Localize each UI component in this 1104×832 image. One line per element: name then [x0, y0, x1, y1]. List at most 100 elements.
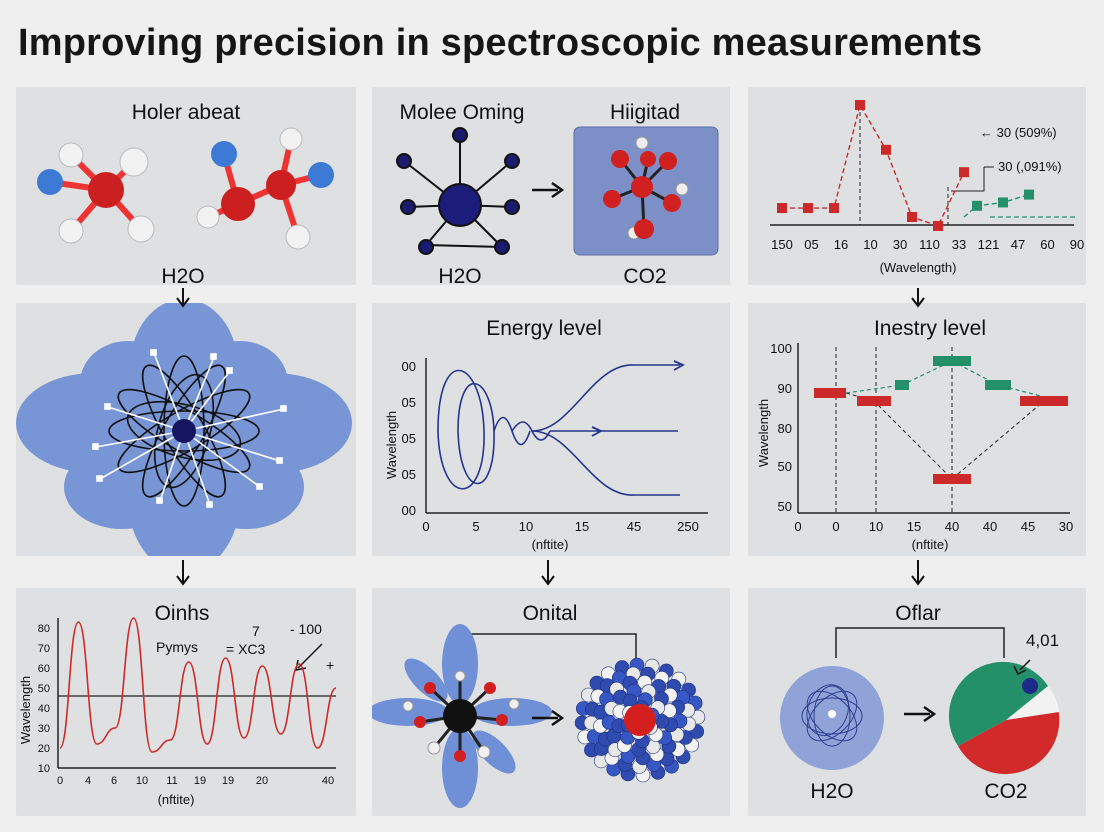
y-tick-label: 50	[38, 683, 50, 695]
x-tick-label: 40	[983, 519, 997, 534]
y-tick-label: 80	[38, 623, 50, 635]
data-point-red	[933, 220, 943, 231]
central-atom-model	[396, 127, 520, 255]
x-axis-label: (nftite)	[158, 792, 195, 807]
data-bar-teal	[895, 380, 909, 390]
x-tick-label: 10	[136, 775, 148, 787]
x-tick-label: 4	[85, 775, 91, 787]
panel-onital: Onital	[372, 588, 730, 816]
chart-title: Energy level	[486, 317, 602, 340]
down-arrow-head	[911, 575, 925, 586]
y-tick-label: 50	[778, 459, 792, 474]
data-point-teal	[972, 200, 982, 211]
molecule-left	[37, 142, 155, 244]
chart-note: Pymys	[156, 639, 198, 655]
x-tick-label: 250	[677, 519, 699, 534]
y-tick-label: 05	[402, 467, 416, 482]
y-axis-label: Wavelength	[384, 411, 399, 479]
panel-inestry-level: Inestry level Wavelength 100 90 80 50 50 0 0 1…	[748, 303, 1086, 556]
chart-note: 7	[252, 623, 260, 639]
atom-cluster	[574, 657, 706, 783]
x-tick-label: 16	[834, 237, 848, 252]
y-tick-label: 40	[38, 703, 50, 715]
flower-petals	[16, 303, 352, 556]
wavelength-chart: ← 30 (509%) 30 (,091%) 150 05 16 10 30 110 33 1…	[770, 100, 1084, 275]
cluster-core	[624, 704, 656, 736]
nucleus	[172, 419, 196, 443]
x-tick-label: 45	[1021, 519, 1035, 534]
x-tick-label: 90	[1070, 237, 1084, 252]
y-axis-label: Wavelength	[756, 399, 771, 467]
molecule-right	[196, 127, 334, 250]
x-tick-label: 19	[222, 775, 234, 787]
x-tick-label: 30	[893, 237, 907, 252]
y-axis-label: Wavelength	[18, 676, 33, 744]
annotation-arrow	[1019, 659, 1031, 671]
orbit-scribble	[801, 684, 863, 747]
data-point-red	[829, 203, 839, 214]
panel-energy-level: Energy level Wavelength 00 05 05 05 00 0 5 10 1…	[372, 303, 730, 556]
panel-caption-2: CO2	[623, 265, 666, 285]
panel-oscillation: Oinhs Pymys 7 = XC3 - 100 + Wavelength 8…	[16, 588, 356, 816]
data-point-red	[881, 144, 891, 155]
x-tick-label: 45	[627, 519, 641, 534]
data-point-red	[777, 203, 787, 214]
x-tick-label: 15	[575, 519, 589, 534]
y-tick-label: 00	[402, 359, 416, 374]
orbital-flower-diagram	[16, 303, 352, 556]
panel-caption: H2O	[161, 265, 204, 285]
down-arrow-head	[176, 575, 190, 586]
chart-title: Inestry level	[874, 317, 986, 340]
x-tick-label: 0	[794, 519, 801, 534]
data-point-teal	[998, 197, 1008, 208]
x-tick-label: 0	[422, 519, 429, 534]
x-tick-label: 15	[907, 519, 921, 534]
energy-curve	[531, 364, 680, 432]
data-point-red	[803, 203, 813, 214]
x-tick-label: 10	[863, 237, 877, 252]
x-axis-label: (nftite)	[532, 537, 569, 552]
panel-caption-2: CO2	[984, 780, 1027, 803]
energy-curves	[437, 360, 686, 496]
arrow-right	[532, 709, 565, 727]
molecule-diagram: Holer abeat	[37, 101, 334, 285]
data-bar-teal	[933, 356, 971, 366]
x-tick-label: 11	[166, 775, 177, 787]
y-tick-label: 05	[402, 395, 416, 410]
orbit-rings	[108, 355, 260, 507]
inestry-level-chart: Inestry level Wavelength 100 90 80 50 50 0 0 1…	[756, 317, 1073, 552]
series-line-red	[59, 617, 337, 753]
panel-caption: H2O	[810, 780, 853, 803]
annotation-leader	[951, 167, 985, 192]
energy-curve	[457, 382, 495, 485]
data-point-teal	[1024, 189, 1034, 200]
panel-heading: Holer abeat	[132, 101, 241, 124]
series-line-teal	[963, 193, 1030, 218]
y-tick-label: 60	[38, 663, 50, 675]
co2-molecule	[603, 136, 689, 240]
y-tick-label: 20	[38, 743, 50, 755]
data-point-red	[855, 100, 865, 110]
panel-heading: Molee Oming	[400, 101, 525, 124]
atom-with-petals	[372, 624, 552, 808]
panel-oflar: Oflar 4,01 H2O CO2	[748, 588, 1086, 816]
chart-title: Oinhs	[155, 602, 210, 625]
chart-note: - 100	[290, 621, 322, 637]
arrow-head	[591, 426, 604, 437]
radiating-spokes	[92, 349, 287, 508]
panel-wavelength-chart: ← 30 (509%) 30 (,091%) 150 05 16 10 30 110 33 1…	[748, 87, 1086, 285]
x-tick-label: 40	[322, 775, 334, 787]
y-tick-label: 05	[402, 431, 416, 446]
y-tick-label: 80	[778, 421, 792, 436]
energy-curve	[493, 416, 531, 446]
y-tick-label: 70	[38, 643, 50, 655]
oscillation-chart: Oinhs Pymys 7 = XC3 - 100 + Wavelength 8…	[18, 602, 337, 807]
panel-heading: Oflar	[895, 602, 941, 625]
bracket	[463, 633, 637, 658]
x-tick-label: 19	[194, 775, 206, 787]
panel-molecule-transform: Molee Oming Hiigitad	[372, 87, 730, 285]
data-bar-red	[814, 388, 846, 398]
y-tick-label: 50	[778, 499, 792, 514]
annotation-arrow	[1013, 665, 1027, 676]
